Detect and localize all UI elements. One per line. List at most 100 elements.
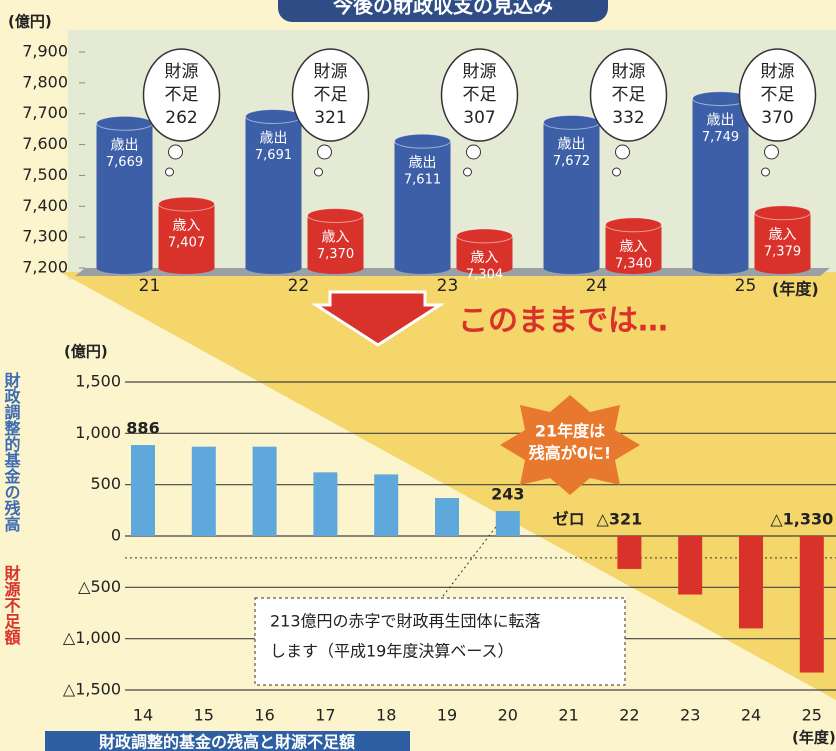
bar-series-name: 歳出: [707, 113, 735, 129]
bar-value-label: 7,749: [702, 130, 739, 145]
bar-series-name: 歳入: [322, 230, 350, 246]
bar-series-name: 歳入: [769, 227, 797, 243]
bar-base: [245, 262, 302, 274]
bar: [495, 511, 520, 536]
callout-dot: [314, 167, 323, 177]
bar-base: [456, 262, 513, 274]
yellow-wedge: [60, 272, 836, 700]
bar-series-name: 歳入: [471, 250, 499, 266]
callout-label: 不足: [612, 85, 646, 105]
callout-cloud: [589, 48, 668, 142]
x-tick-label: 23: [437, 276, 459, 296]
y-tick-label: 7,700: [22, 103, 68, 122]
x-tick-label: 15: [194, 706, 214, 725]
bar: [435, 498, 459, 536]
y-unit: (億円): [64, 343, 108, 361]
series-name: 財政調整的基金の残高: [2, 371, 22, 533]
bar-top: [245, 108, 302, 124]
bar-value-label: 7,407: [168, 236, 205, 251]
callout-dot: [761, 167, 770, 177]
bar: [799, 536, 824, 673]
bar-top: [543, 114, 600, 130]
y-tick-label: 1,500: [75, 372, 121, 391]
bar-value-label: 7,611: [404, 173, 441, 188]
bar: [158, 204, 215, 268]
bar-value-label: 243: [491, 485, 524, 504]
x-tick-label: 16: [254, 706, 274, 725]
bar-base: [96, 262, 153, 274]
bar-base: [692, 262, 749, 274]
bar: [313, 472, 338, 536]
callout-dot: [165, 167, 174, 177]
callout-value: 321: [314, 108, 346, 128]
bar-series-name: 歳出: [260, 130, 288, 146]
caption: 財政調整的基金の残高と財源不足額: [99, 733, 355, 751]
callout-dot: [764, 144, 779, 160]
y-tick-label: 7,900: [22, 42, 68, 61]
x-tick-label: 24: [741, 706, 761, 725]
bar-value-label: 7,672: [553, 154, 590, 169]
callout-cloud: [142, 48, 221, 142]
y-tick-label: 7,400: [22, 196, 68, 215]
bar-base: [307, 262, 364, 274]
x-tick-label: 17: [315, 706, 335, 725]
bar-base: [605, 262, 662, 274]
y-tick-label: 1,000: [75, 423, 121, 442]
callout-dot: [612, 167, 621, 177]
y-tick-label: 0: [111, 526, 121, 545]
y-tick-label: 500: [90, 474, 121, 493]
badge-text: 残高が0に!: [529, 444, 611, 463]
title-banner: [278, 0, 608, 22]
bar: [543, 122, 600, 269]
bar: [678, 536, 703, 595]
bar-value-label: 7,370: [317, 247, 354, 262]
bar-series-name: 歳入: [173, 218, 201, 234]
bar-base: [754, 262, 811, 274]
x-tick-label: 24: [586, 276, 608, 296]
bar-series-name: 歳出: [409, 155, 437, 171]
callout-label: 不足: [165, 85, 199, 105]
bar-series-name: 歳出: [558, 136, 586, 152]
y-tick-label: 7,300: [22, 227, 68, 246]
bar-series-name: 歳入: [620, 239, 648, 255]
bar-top: [394, 133, 451, 149]
bar: [617, 536, 642, 569]
x-tick-label: 19: [437, 706, 457, 725]
x-label: (年度): [792, 729, 836, 747]
callout-label: 不足: [314, 85, 348, 105]
bar: [394, 141, 451, 268]
bar-value-label: 7,304: [466, 267, 503, 282]
transition-text: このままでは…: [458, 304, 668, 339]
bar-base: [543, 262, 600, 274]
y-tick-label: △500: [78, 577, 121, 596]
caption-bar: [45, 731, 410, 751]
bar: [191, 446, 216, 536]
bar-base: [394, 262, 451, 274]
x-tick-label: 20: [498, 706, 518, 725]
callout-dot: [463, 167, 472, 177]
bar: [754, 212, 811, 268]
x-tick-label: 23: [680, 706, 700, 725]
bar: [739, 536, 763, 629]
y-tick-label: △1,000: [63, 628, 121, 647]
bar-value-label: 7,340: [615, 256, 652, 271]
bar-value-label: △1,330: [770, 510, 833, 529]
annotation-text: 213億円の赤字で財政再生団体に転落: [270, 612, 541, 631]
callout-label: 不足: [761, 85, 795, 105]
series-name: 財源不足額: [2, 564, 22, 646]
callout-label: 財源: [612, 62, 646, 82]
x-tick-label: 18: [376, 706, 396, 725]
x-label: (年度): [772, 280, 819, 299]
callout-value: 262: [165, 108, 197, 128]
callout-label: 財源: [463, 62, 497, 82]
y-unit: (億円): [8, 13, 52, 31]
bar-top: [456, 228, 513, 244]
bar-base: [158, 262, 215, 274]
callout-label: 財源: [314, 62, 348, 82]
callout-value: 332: [612, 108, 644, 128]
bar-value-label: ゼロ: [553, 510, 585, 529]
bar-value-label: △321: [597, 510, 643, 529]
bar-series-name: 歳出: [111, 137, 139, 153]
callout-label: 不足: [463, 85, 497, 105]
